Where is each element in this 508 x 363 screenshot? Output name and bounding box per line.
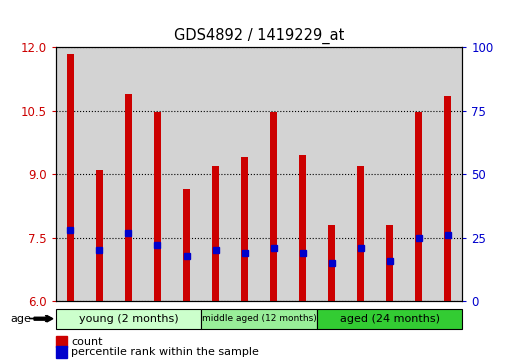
Bar — [346, 47, 375, 301]
Text: young (2 months): young (2 months) — [79, 314, 178, 323]
Text: age: age — [10, 314, 31, 324]
Bar — [386, 225, 393, 301]
FancyBboxPatch shape — [56, 309, 201, 329]
Text: middle aged (12 months): middle aged (12 months) — [202, 314, 316, 323]
Bar — [183, 189, 190, 301]
Bar — [375, 47, 404, 301]
Bar — [317, 47, 346, 301]
Bar — [259, 47, 288, 301]
Bar — [114, 47, 143, 301]
Title: GDS4892 / 1419229_at: GDS4892 / 1419229_at — [174, 28, 344, 44]
Bar — [143, 47, 172, 301]
Text: percentile rank within the sample: percentile rank within the sample — [71, 347, 259, 357]
Bar — [212, 166, 219, 301]
Bar — [125, 94, 132, 301]
FancyBboxPatch shape — [317, 309, 462, 329]
Bar — [85, 47, 114, 301]
FancyBboxPatch shape — [201, 309, 317, 329]
Bar — [67, 54, 74, 301]
Text: count: count — [71, 337, 103, 347]
Bar — [56, 47, 85, 301]
Bar — [328, 225, 335, 301]
Bar — [154, 112, 161, 301]
Text: aged (24 months): aged (24 months) — [340, 314, 440, 323]
Bar — [415, 112, 422, 301]
Bar — [357, 166, 364, 301]
Bar — [96, 170, 103, 301]
Bar — [230, 47, 259, 301]
Bar — [241, 157, 248, 301]
Bar — [433, 47, 462, 301]
Bar — [299, 155, 306, 301]
Bar — [172, 47, 201, 301]
Bar — [444, 96, 452, 301]
Bar — [404, 47, 433, 301]
Bar — [270, 113, 277, 301]
Bar — [201, 47, 230, 301]
Bar — [288, 47, 317, 301]
